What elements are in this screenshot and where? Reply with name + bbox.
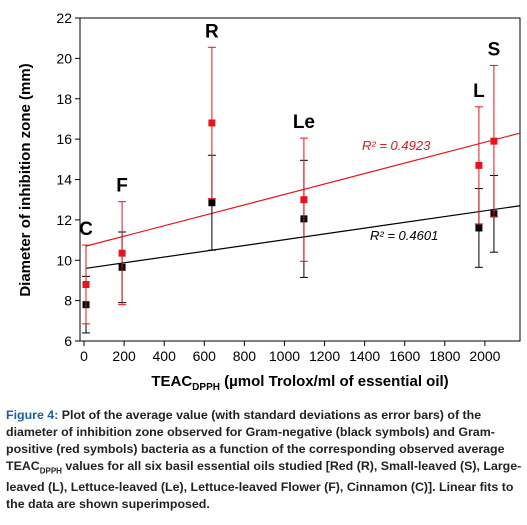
fit-line [85, 205, 521, 269]
caption: Figure 4: Plot of the average value (wit… [6, 407, 522, 513]
marker [490, 137, 498, 145]
x-tick-label: 1400 [349, 348, 380, 364]
marker [475, 224, 483, 232]
caption-text: Plot of the average value (with standard… [6, 408, 505, 473]
caption-sub: DPPH [39, 466, 62, 476]
fit-line [85, 132, 521, 247]
y-tick-label: 14 [56, 172, 72, 188]
y-tick-label: 6 [64, 333, 72, 349]
marker [208, 199, 216, 207]
y-tick-label: 20 [56, 50, 72, 66]
y-tick-label: 22 [56, 10, 72, 26]
point-label: F [116, 176, 128, 197]
chart: Diameter of inhibition zone (mm) TEACDPP… [17, 10, 521, 393]
x-tick-label: 2000 [469, 348, 500, 364]
marker [475, 161, 483, 169]
marker [82, 280, 90, 288]
point-label: L [473, 81, 485, 102]
x-tick-label: 1800 [429, 348, 460, 364]
marker [208, 119, 216, 127]
y-tick-label: 8 [64, 293, 72, 309]
plot-frame [79, 17, 521, 342]
x-tick-label: 1600 [389, 348, 420, 364]
y-axis-label: Diameter of inhibition zone (mm) [17, 63, 34, 296]
x-tick-label: 400 [153, 348, 177, 364]
y-tick-label: 12 [56, 212, 72, 228]
x-tick-label: 1200 [309, 348, 340, 364]
x-tick-label: 200 [112, 348, 136, 364]
point-label: R [205, 21, 219, 42]
x-tick-label: 0 [80, 348, 88, 364]
x-axis-label: TEACDPPH (µmol Trolox/ml of essential oi… [151, 373, 448, 393]
r2-label: R² = 0.4923 [362, 138, 431, 153]
x-tick-label: 1000 [269, 348, 300, 364]
marker [300, 196, 308, 204]
y-tick-label: 18 [56, 91, 72, 107]
y-tick-label: 16 [56, 131, 72, 147]
x-tick-label: 800 [233, 348, 257, 364]
x-label-sub: DPPH [192, 382, 220, 393]
marker [118, 249, 126, 257]
point-label: C [79, 219, 93, 240]
point-label: S [488, 39, 501, 60]
caption-text: values for all six basil essential oils … [6, 459, 522, 512]
y-tick-label: 10 [56, 252, 72, 268]
x-label-main: TEAC [151, 373, 192, 390]
x-tick-label: 600 [193, 348, 217, 364]
point-label: Le [293, 112, 315, 133]
caption-label: Figure 4: [6, 408, 59, 422]
x-label-rest: (µmol Trolox/ml of essential oil) [220, 373, 449, 390]
r2-label: R² = 0.4601 [370, 228, 438, 243]
